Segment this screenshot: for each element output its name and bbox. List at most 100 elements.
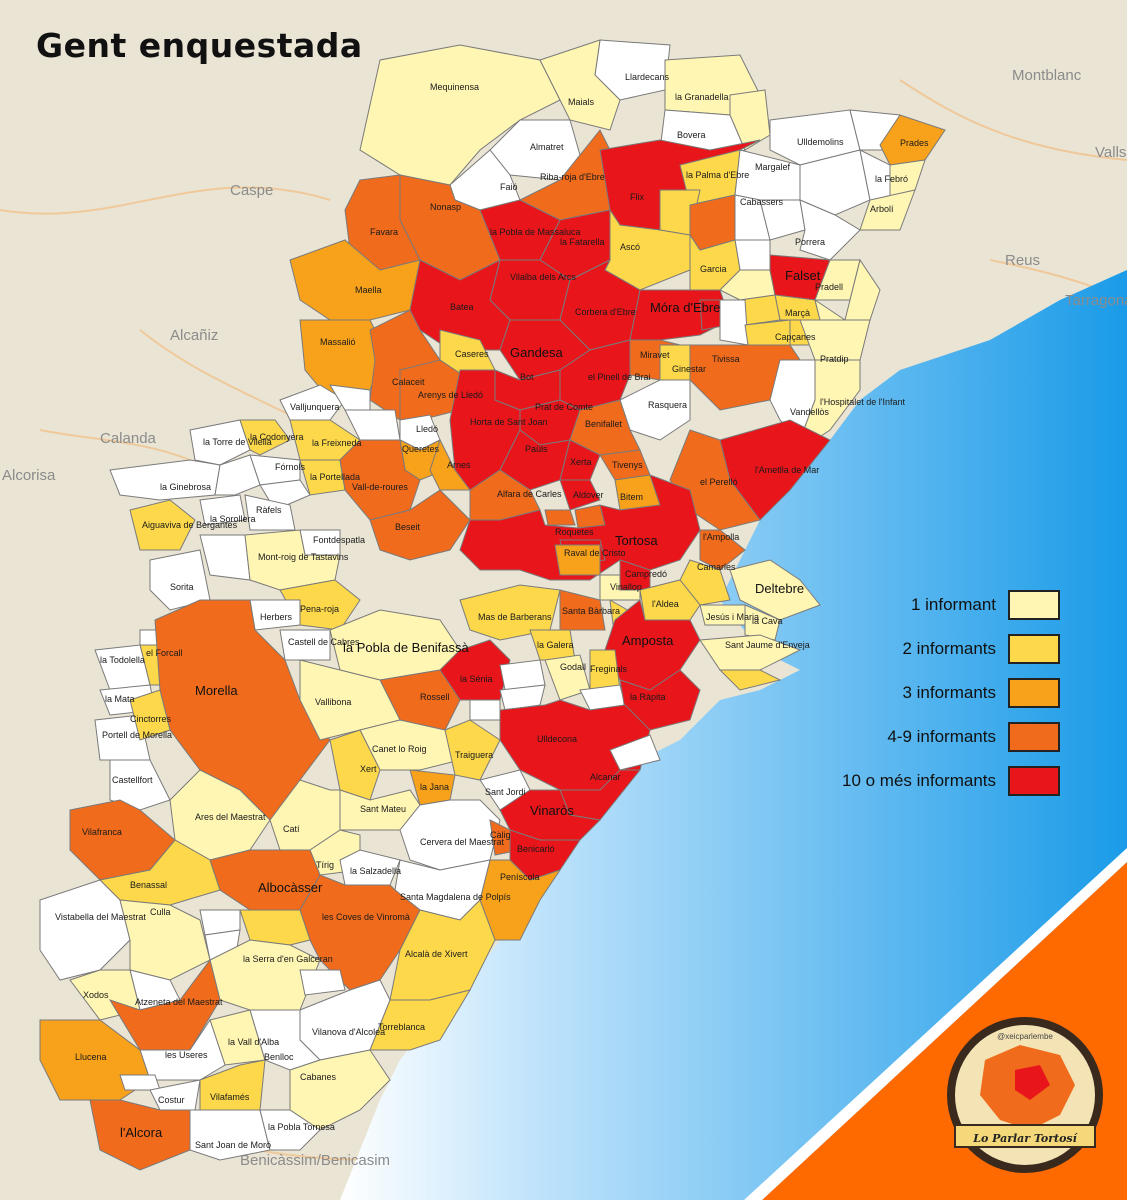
label-codonyera: la Codonyera bbox=[250, 432, 304, 442]
region-morella[interactable] bbox=[154, 599, 331, 821]
region-cases-alcanar[interactable] bbox=[609, 734, 661, 771]
label-vandellos: Vandellòs bbox=[790, 407, 829, 417]
label-sant-jaume: Sant Jaume d'Enveja bbox=[725, 640, 810, 650]
region-mequinensa[interactable] bbox=[359, 44, 561, 186]
region-cinctorres[interactable] bbox=[129, 689, 171, 741]
region-figuera[interactable] bbox=[734, 239, 771, 271]
region-belmunt[interactable] bbox=[214, 454, 261, 496]
label-culla: Culla bbox=[150, 907, 171, 917]
region-tortosa[interactable] bbox=[459, 474, 701, 581]
label-benifallet: Benifallet bbox=[585, 419, 623, 429]
label-fontdespatla: Fontdespatla bbox=[313, 535, 365, 545]
region-hospitalet[interactable] bbox=[799, 359, 861, 441]
region-culla[interactable] bbox=[119, 899, 211, 981]
region-aldover[interactable] bbox=[559, 479, 601, 511]
label-calaceit: Calaceit bbox=[392, 377, 425, 387]
region-valljunquera[interactable] bbox=[279, 384, 346, 421]
region-castellfort[interactable] bbox=[109, 759, 171, 811]
region-ampolla[interactable] bbox=[699, 529, 746, 571]
region-cervera[interactable] bbox=[399, 799, 501, 871]
label-favara: Favara bbox=[370, 227, 398, 237]
label-cabassers: Cabassers bbox=[740, 197, 784, 207]
label-vall-roures: Vall-de-roures bbox=[352, 482, 408, 492]
badge-title: Lo Parlar Tortosí bbox=[973, 1132, 1077, 1145]
region-castell-cabres[interactable] bbox=[279, 629, 331, 661]
badge-handle: @xeicparlembe bbox=[997, 1032, 1053, 1041]
region-torre-fontaubella[interactable] bbox=[844, 258, 881, 321]
label-ulldecona: Ulldecona bbox=[537, 734, 577, 744]
label-galera: la Galera bbox=[537, 640, 574, 650]
region-arnes[interactable] bbox=[429, 438, 471, 491]
label-pobla-massaluca: la Pobla de Massaluca bbox=[490, 227, 581, 237]
region-xert[interactable] bbox=[329, 729, 381, 801]
label-vall-alba: la Vall d'Alba bbox=[228, 1037, 279, 1047]
label-pobla-tornesa: la Pobla Tornesa bbox=[268, 1122, 335, 1132]
label-alcanar: Alcanar bbox=[590, 772, 621, 782]
region-santa-barbara[interactable] bbox=[559, 589, 606, 631]
region-maials[interactable] bbox=[539, 39, 621, 131]
label-costur: Costur bbox=[158, 1095, 185, 1105]
region-pratdip[interactable] bbox=[799, 319, 871, 361]
legend-item: 4-9 informants bbox=[860, 722, 1060, 752]
label-arnes: Arnes bbox=[447, 460, 471, 470]
label-sant-jordi: Sant Jordi bbox=[485, 787, 526, 797]
region-torre-domenec[interactable] bbox=[299, 969, 346, 996]
region-castell[interactable] bbox=[499, 684, 546, 711]
region-camarles[interactable] bbox=[679, 559, 731, 606]
region-arboli[interactable] bbox=[859, 189, 916, 231]
label-batea: Batea bbox=[450, 302, 474, 312]
label-castell-cabres: Castell de Cabres bbox=[288, 637, 360, 647]
region-cava[interactable] bbox=[744, 604, 781, 641]
label-benlloc: Benlloc bbox=[264, 1052, 294, 1062]
label-vallibona: Vallibona bbox=[315, 697, 351, 707]
label-roquetes: Roquetes bbox=[555, 527, 594, 537]
region-sorollera[interactable] bbox=[199, 494, 246, 526]
region-sant-rafel[interactable] bbox=[469, 699, 501, 721]
label-traiguera: Traiguera bbox=[455, 750, 493, 760]
region-torre-vilella[interactable] bbox=[189, 419, 251, 466]
label-mas-barberans: Mas de Barberans bbox=[478, 612, 552, 622]
region-illa-buda[interactable] bbox=[718, 669, 782, 691]
region-beseit[interactable] bbox=[369, 489, 471, 561]
label-pratdip: Pratdip bbox=[820, 354, 849, 364]
label-bitem: Bitem bbox=[620, 492, 643, 502]
region-darmos[interactable] bbox=[719, 299, 749, 346]
legend-swatch bbox=[1008, 634, 1060, 664]
region-aiguaviva[interactable] bbox=[129, 499, 196, 551]
region-serratella[interactable] bbox=[239, 909, 311, 946]
label-senia: la Sénia bbox=[460, 674, 493, 684]
label-lledo: Lledó bbox=[416, 424, 438, 434]
label-flix: Flix bbox=[630, 192, 644, 202]
label-garcia: Garcia bbox=[700, 264, 727, 274]
label-xerta: Xerta bbox=[570, 457, 592, 467]
label-tivissa: Tivissa bbox=[712, 354, 740, 364]
bg-label-alcaniz: Alcañiz bbox=[170, 327, 218, 344]
region-vistabella[interactable] bbox=[39, 879, 131, 981]
region-vall-roures[interactable] bbox=[339, 439, 421, 521]
region-deltebre[interactable] bbox=[729, 559, 821, 621]
region-codonyera[interactable] bbox=[239, 419, 291, 456]
region-sant-jaume[interactable] bbox=[699, 634, 802, 671]
label-mata: la Mata bbox=[105, 694, 135, 704]
legend-swatch bbox=[1008, 590, 1060, 620]
region-pobla-tornesa[interactable] bbox=[259, 1109, 321, 1151]
label-valljunquera: Valljunquera bbox=[290, 402, 339, 412]
region-sant-joan-moro[interactable] bbox=[189, 1109, 271, 1161]
label-horta: Horta de Sant Joan bbox=[470, 417, 548, 427]
municipalities bbox=[39, 39, 946, 1171]
label-camarles: Camarles bbox=[697, 562, 736, 572]
label-pobla-benifassa: la Pobla de Benifassà bbox=[343, 640, 470, 655]
region-belianes[interactable] bbox=[729, 89, 771, 151]
region-montroig[interactable] bbox=[244, 529, 341, 591]
region-figueroles[interactable] bbox=[119, 1074, 161, 1091]
label-amposta: Amposta bbox=[622, 633, 674, 648]
region-vilafames[interactable] bbox=[199, 1059, 266, 1111]
region-morera[interactable] bbox=[799, 149, 871, 216]
region-salzadella[interactable] bbox=[339, 849, 401, 886]
region-reguers[interactable] bbox=[544, 509, 576, 526]
label-pauls: Paüls bbox=[525, 444, 548, 454]
region-traiguera[interactable] bbox=[444, 719, 501, 781]
label-corbera: Corbera d'Ebre bbox=[575, 307, 636, 317]
